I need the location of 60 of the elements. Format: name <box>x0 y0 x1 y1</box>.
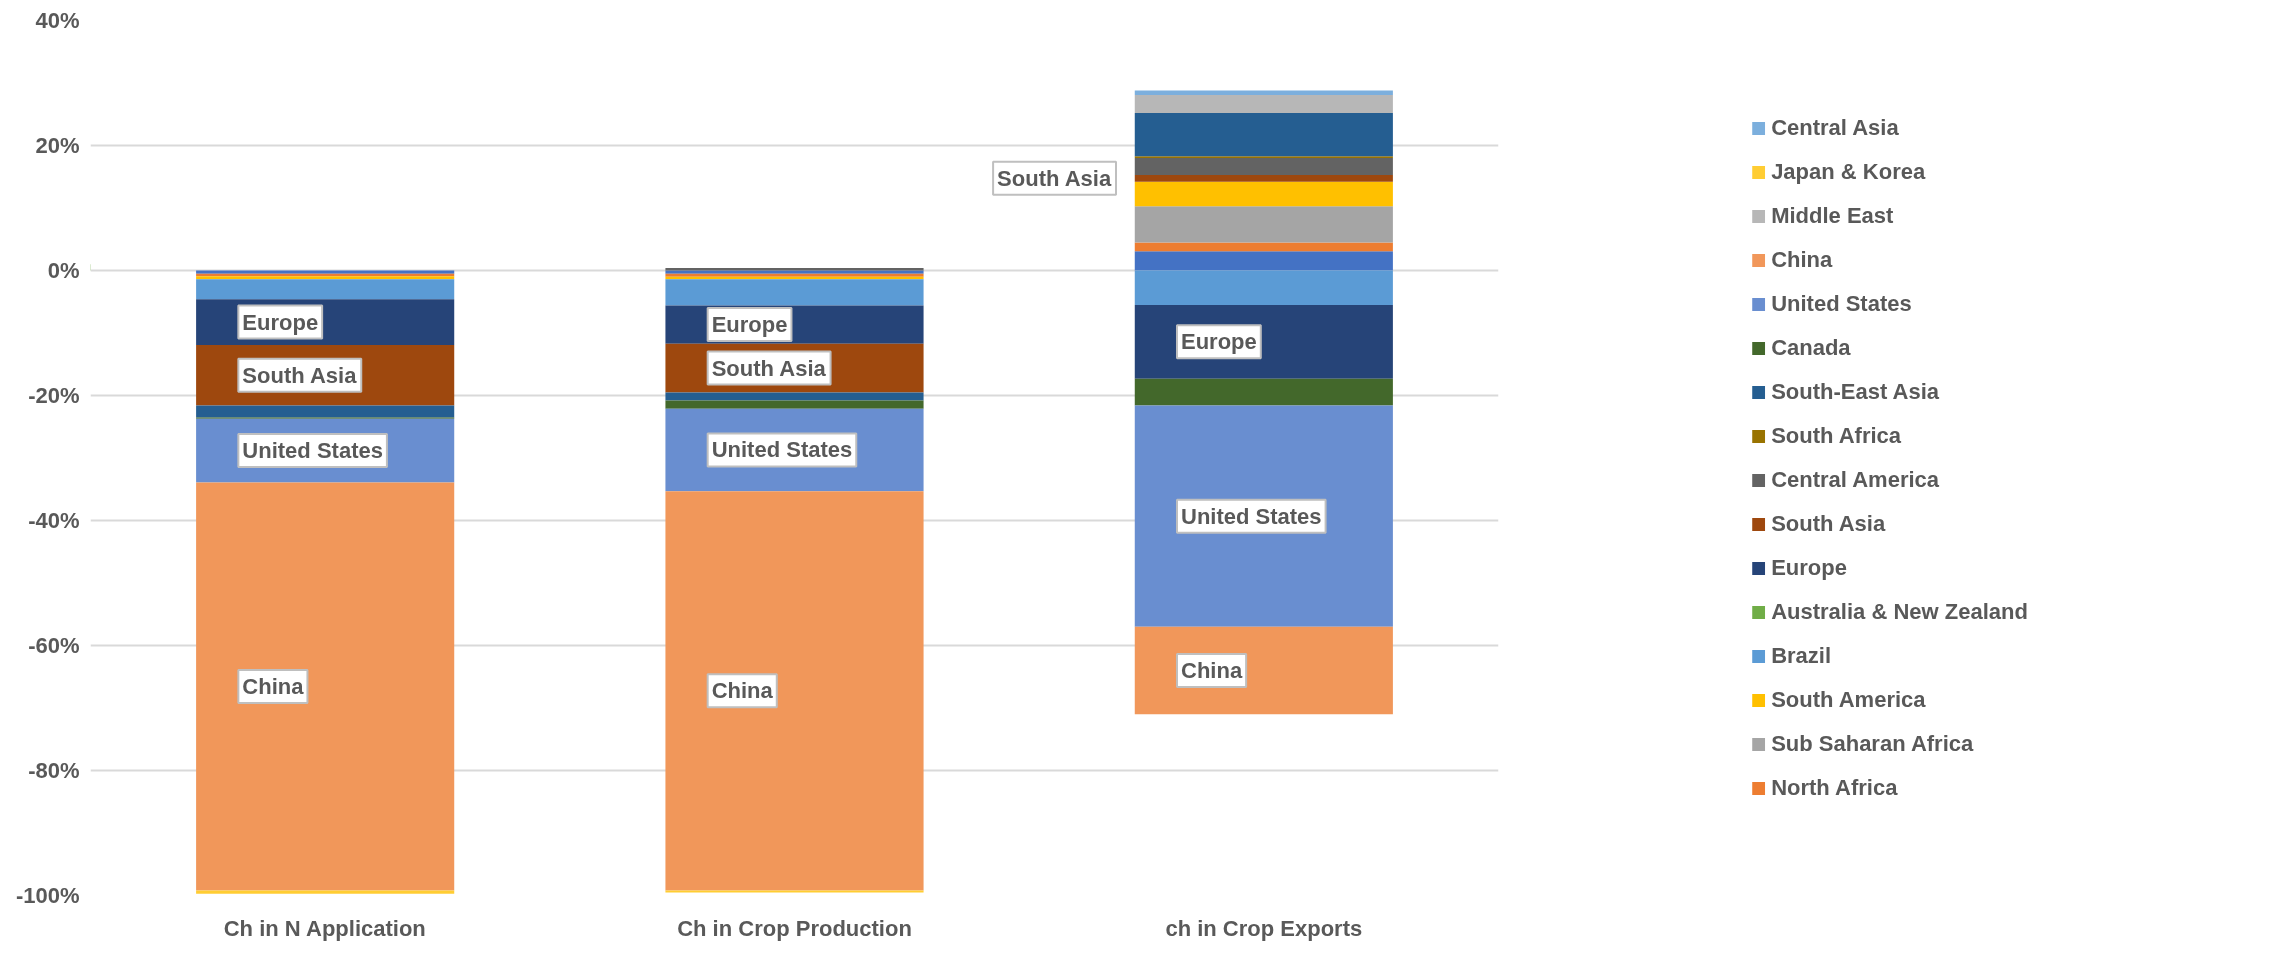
bar <box>665 392 924 401</box>
annotation: Europe <box>1181 329 1257 355</box>
annotation: South Asia <box>242 362 358 388</box>
bar <box>196 482 455 891</box>
annotation: Europe <box>242 309 319 335</box>
annotation: China <box>711 678 774 704</box>
legend-label: Sub Saharan Africa <box>1771 730 1974 757</box>
legend-label: United States <box>1771 290 1912 317</box>
legend-label: South Africa <box>1771 422 1902 449</box>
bar <box>196 405 455 418</box>
bar <box>1134 113 1393 157</box>
y-tick-label: -60% <box>28 633 80 658</box>
legend-label: China <box>1771 246 1833 273</box>
bar <box>665 491 924 891</box>
bar <box>1134 158 1393 175</box>
bar <box>1134 251 1393 271</box>
y-tick-label: 20% <box>35 133 80 158</box>
legend-label: Central America <box>1771 466 1940 493</box>
bar <box>665 279 924 306</box>
bar <box>196 890 455 894</box>
bar <box>1134 90 1393 95</box>
annotation: United States <box>242 438 383 463</box>
x-tick-label: ch in Crop Exports <box>1165 915 1363 941</box>
bar <box>1134 626 1393 715</box>
legend-label: Brazil <box>1771 642 1832 669</box>
legend-label: Australia & New Zealand <box>1771 598 2028 625</box>
y-tick-label: -40% <box>28 508 80 533</box>
annotation: South Asia <box>997 165 1112 191</box>
x-tick-label: Ch in Crop Production <box>677 915 912 941</box>
legend-label: South America <box>1771 686 1926 713</box>
y-tick-label: -80% <box>28 758 80 783</box>
legend-label: North Africa <box>1771 774 1898 801</box>
bar <box>1134 270 1393 305</box>
bar <box>1134 181 1393 207</box>
legend-label: Central Asia <box>1771 114 1899 141</box>
y-tick-label: 0% <box>47 258 80 283</box>
annotation: China <box>1181 658 1243 683</box>
bar <box>1134 378 1393 406</box>
bar <box>1134 242 1393 252</box>
annotation: China <box>242 673 305 699</box>
y-tick-label: -20% <box>28 383 80 408</box>
bar <box>1134 174 1393 182</box>
y-tick-label: 40% <box>35 8 80 33</box>
annotation: Europe <box>711 312 788 338</box>
annotation: South Asia <box>711 355 827 381</box>
legend-label: Europe <box>1771 554 1847 581</box>
bar <box>665 400 924 409</box>
bar <box>1134 405 1393 627</box>
bar <box>196 279 455 300</box>
bar <box>1134 206 1393 243</box>
legend-label: Middle East <box>1771 202 1894 229</box>
x-tick-label: Ch in N Application <box>223 915 426 941</box>
annotation: United States <box>1181 503 1322 529</box>
legend-label: Canada <box>1771 334 1851 361</box>
annotation: United States <box>711 437 853 463</box>
bar <box>1134 94 1393 113</box>
legend-label: Japan & Korea <box>1771 158 1926 185</box>
legend-label: South-East Asia <box>1771 378 1940 405</box>
legend-label: South Asia <box>1771 510 1886 537</box>
y-tick-label: -100% <box>15 883 80 908</box>
